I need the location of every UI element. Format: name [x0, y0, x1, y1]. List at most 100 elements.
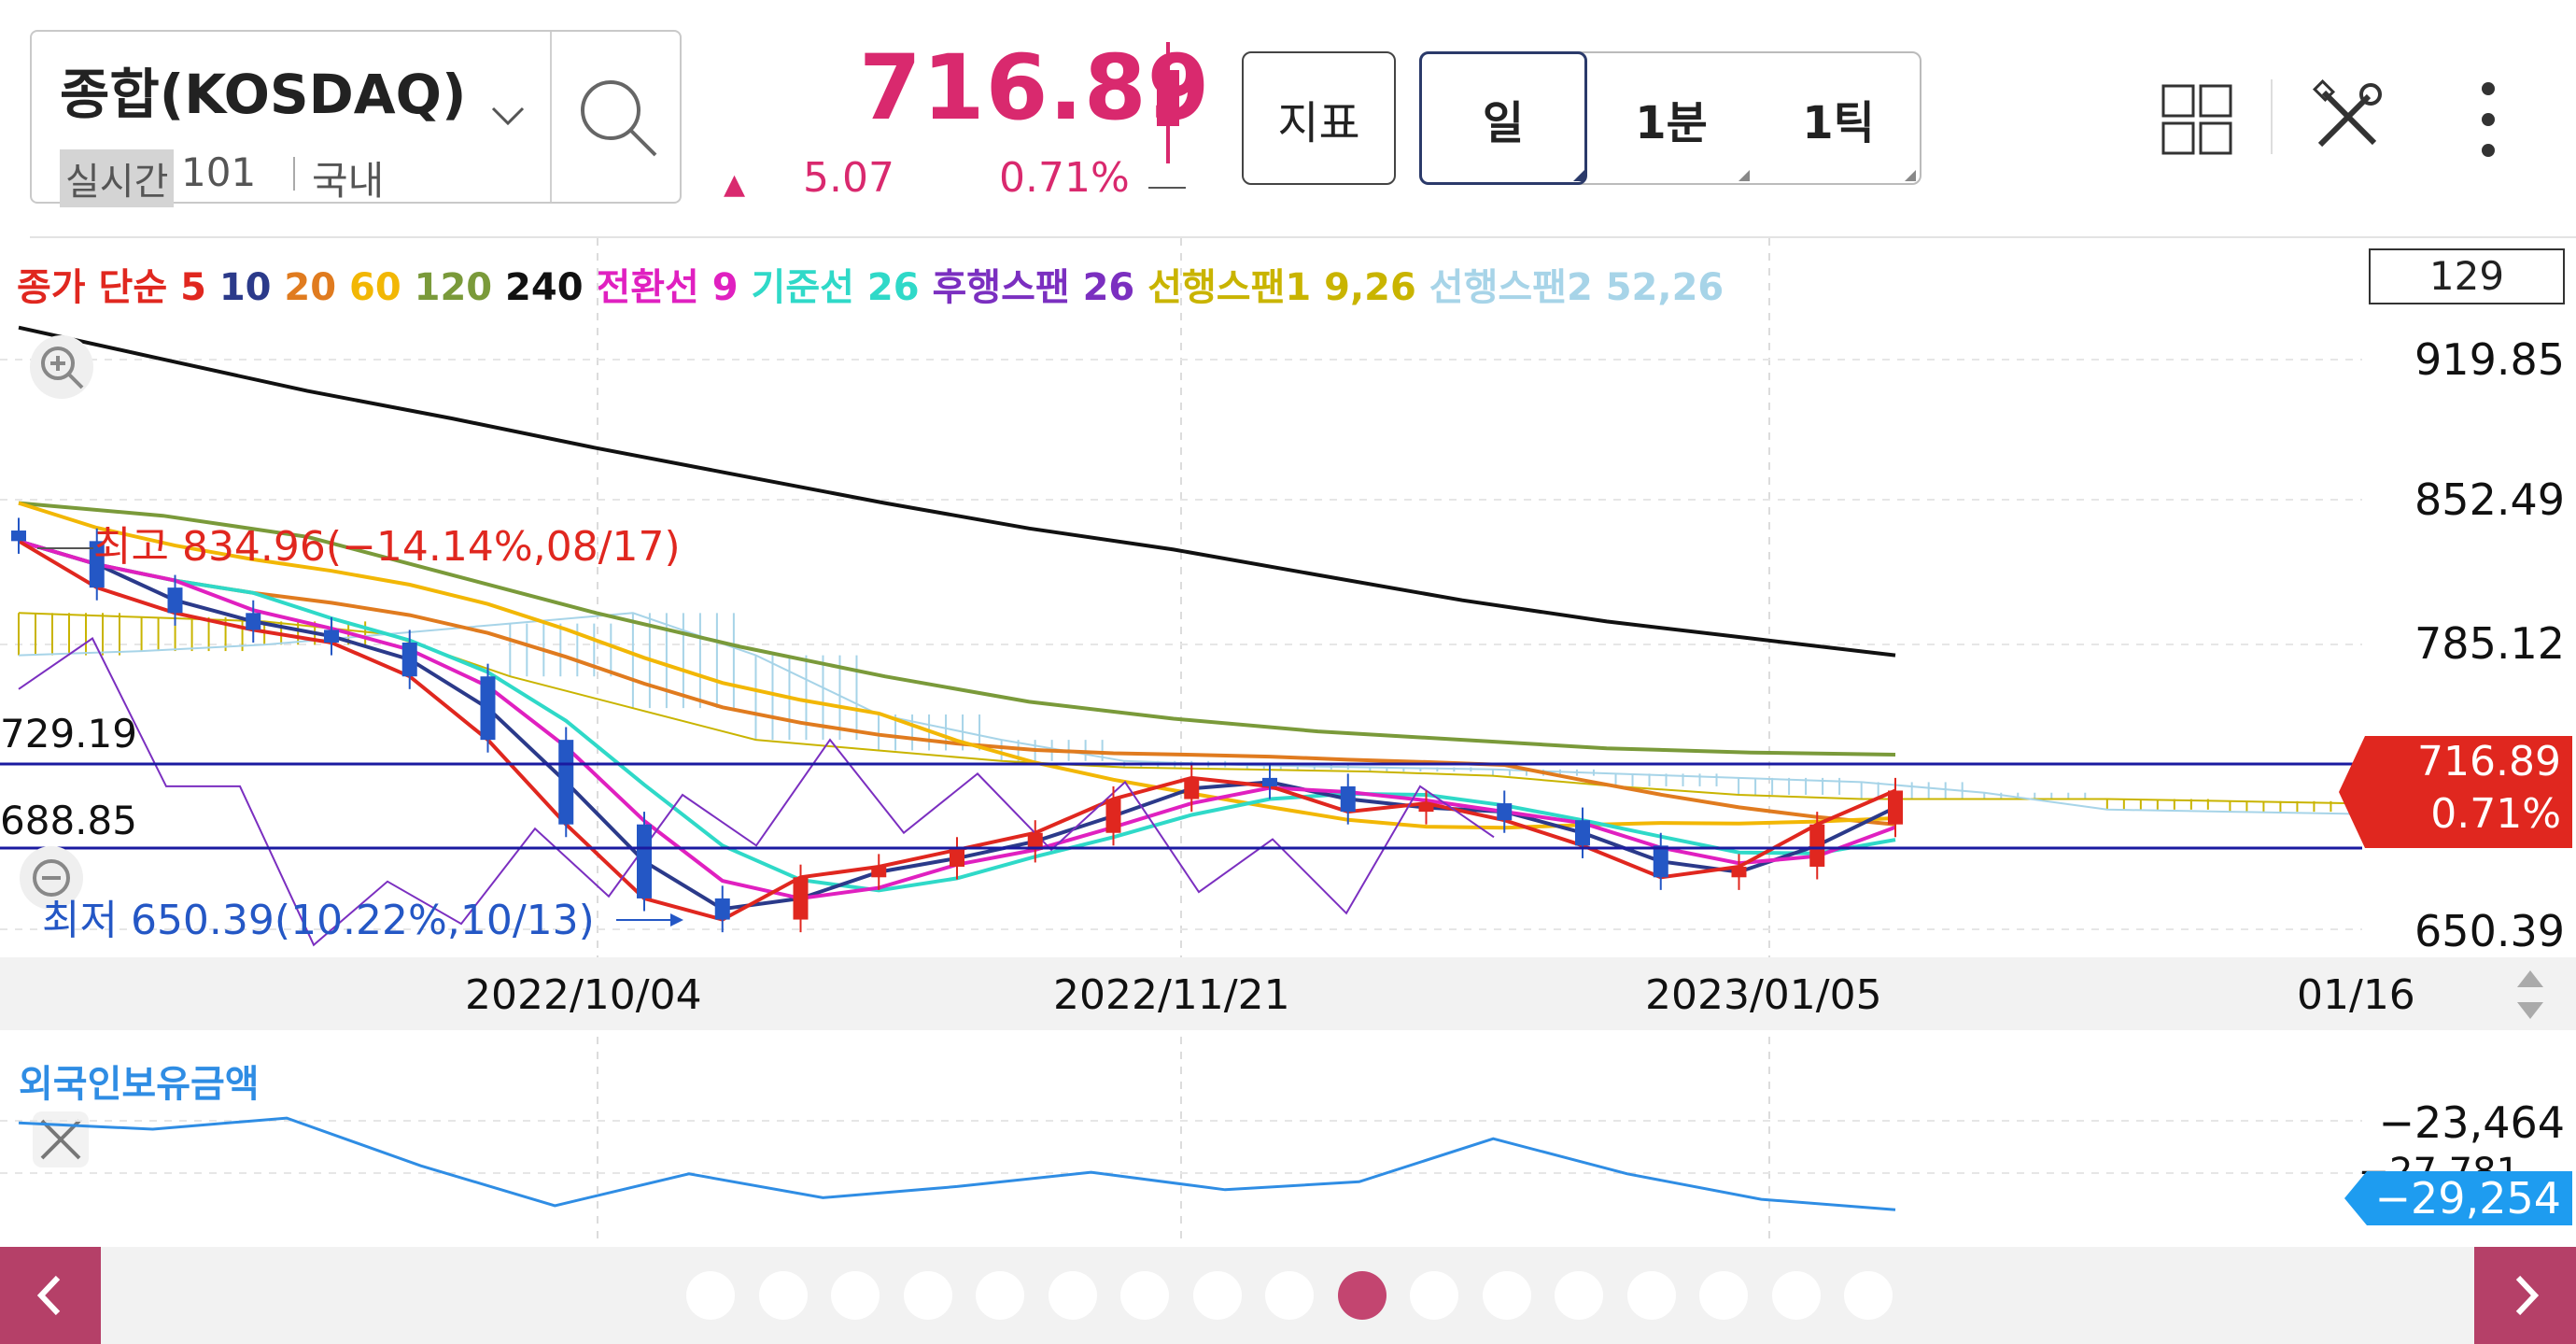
- page-dot[interactable]: [758, 1271, 808, 1320]
- price-chart[interactable]: 최고 834.96(−14.14%,08/17) 최저 650.39(10.22…: [0, 238, 2362, 957]
- candle-body: [637, 824, 652, 898]
- candle-body: [1418, 803, 1434, 813]
- period-day-button[interactable]: 일: [1419, 51, 1587, 185]
- zoom-in-icon[interactable]: [30, 335, 93, 399]
- y-axis-label: 650.39: [2414, 906, 2565, 956]
- symbol-name[interactable]: 종합(KOSDAQ): [60, 63, 467, 126]
- candle-body: [1184, 777, 1200, 799]
- page-dot[interactable]: [1192, 1271, 1242, 1320]
- divider: [550, 32, 552, 202]
- next-page-button[interactable]: [2474, 1247, 2576, 1344]
- chevron-right-icon: [2515, 1275, 2539, 1316]
- page-dot[interactable]: [1265, 1271, 1314, 1320]
- candle-icon: [1157, 42, 1179, 163]
- candle-body: [950, 849, 964, 867]
- sub-value-tag: −29,254: [2344, 1171, 2572, 1225]
- legend-item[interactable]: 선행스팬2 52,26: [1429, 266, 1724, 309]
- legend-item[interactable]: 5: [180, 266, 219, 309]
- candle-body: [1497, 803, 1513, 821]
- candle-body: [1731, 866, 1747, 878]
- period-1tick-button[interactable]: 1틱: [1802, 96, 1875, 149]
- price-tag-percent: 0.71%: [2430, 790, 2561, 838]
- chart-grid: [0, 238, 2362, 957]
- ma240-line: [18, 325, 1896, 658]
- page-dot[interactable]: [1844, 1271, 1893, 1320]
- x-axis-label: 2023/01/05: [1645, 971, 1882, 1019]
- chevron-down-icon[interactable]: [489, 97, 527, 134]
- sub-y-axis-label-partial: −27,781: [2358, 1151, 2520, 1175]
- dropdown-corner-icon: [1738, 170, 1750, 181]
- candle-body: [1888, 790, 1903, 825]
- candle-body: [1105, 799, 1121, 833]
- sub-y-axis-label: −23,464: [2378, 1097, 2566, 1148]
- indicator-legend[interactable]: 종가 단순 5 10 20 60 120 240 전환선 9 기준선 26 후행…: [17, 257, 1724, 311]
- page-dot[interactable]: [1626, 1271, 1676, 1320]
- candle-body: [401, 643, 417, 677]
- search-icon[interactable]: [571, 71, 665, 164]
- dropdown-corner-icon: [1905, 170, 1916, 181]
- axis-scroll-icon[interactable]: [2512, 967, 2549, 1023]
- page-dot[interactable]: [1410, 1271, 1458, 1320]
- legend-item[interactable]: 120: [414, 266, 506, 309]
- lagging-span-line: [18, 637, 1495, 947]
- foreign-holdings-chart[interactable]: [0, 1037, 2362, 1244]
- x-axis-label: 01/16: [2297, 971, 2415, 1019]
- divider: [30, 236, 2576, 238]
- legend-item[interactable]: 전환선 9: [596, 266, 752, 309]
- candle-body: [871, 866, 887, 878]
- page-dot[interactable]: [686, 1271, 735, 1320]
- sub-chart-grid: [0, 1037, 2362, 1244]
- dropdown-corner-icon: [1573, 170, 1584, 181]
- legend-item[interactable]: 60: [349, 266, 415, 309]
- ma120-line: [18, 501, 1896, 757]
- high-annotation: 최고 834.96(−14.14%,08/17): [93, 523, 681, 571]
- more-options-icon[interactable]: [2479, 79, 2498, 160]
- candle-body: [1262, 777, 1277, 786]
- chevron-left-icon: [36, 1275, 61, 1316]
- candle-body: [246, 613, 261, 630]
- page-dot[interactable]: [1482, 1271, 1531, 1320]
- grid-layout-icon[interactable]: [2161, 84, 2232, 155]
- candle-body: [1653, 845, 1668, 878]
- page-dot[interactable]: [1555, 1271, 1603, 1320]
- realtime-badge: 실시간: [60, 149, 175, 207]
- legend-item[interactable]: 240: [505, 266, 597, 309]
- candle-body: [480, 676, 496, 741]
- divider: [1148, 187, 1186, 189]
- legend-item[interactable]: 20: [284, 266, 350, 309]
- x-axis-label: 2022/10/04: [465, 971, 702, 1019]
- candle-body: [1340, 785, 1356, 813]
- page-dot[interactable]: [976, 1271, 1024, 1320]
- candle-body: [324, 630, 339, 644]
- candle-body: [714, 898, 730, 920]
- symbol-selector[interactable]: 종합(KOSDAQ) 실시간 101 국내: [30, 30, 682, 207]
- page-dot[interactable]: [1120, 1271, 1169, 1320]
- legend-item[interactable]: 종가 단순: [17, 266, 181, 309]
- page-dot[interactable]: [1699, 1271, 1748, 1320]
- previous-page-button[interactable]: [0, 1247, 101, 1344]
- candle-body: [1027, 832, 1043, 850]
- page-dot[interactable]: [903, 1271, 952, 1320]
- legend-item[interactable]: 10: [218, 266, 285, 309]
- candle-body: [793, 877, 809, 920]
- upper-level-label: 729.19: [0, 711, 137, 757]
- page-dot[interactable]: [1771, 1271, 1821, 1320]
- legend-item[interactable]: 기준선 26: [751, 266, 933, 309]
- divider: [293, 157, 295, 191]
- sub-panel-title[interactable]: 외국인보유금액: [19, 1063, 260, 1106]
- candle-body: [11, 531, 26, 542]
- visible-candle-count[interactable]: 129: [2369, 248, 2565, 304]
- current-price: 716.89: [859, 35, 1211, 140]
- legend-item[interactable]: 후행스팬 26: [932, 266, 1148, 309]
- page-dot[interactable]: [1048, 1271, 1097, 1320]
- current-price-tag: 716.89 0.71%: [2339, 736, 2572, 848]
- period-1min-button[interactable]: 1분: [1635, 96, 1708, 149]
- x-axis-bar[interactable]: [0, 957, 2576, 1030]
- zoom-out-icon[interactable]: [20, 846, 83, 910]
- leading-span-1: [18, 612, 2354, 805]
- indicator-button[interactable]: 지표: [1242, 51, 1396, 185]
- page-dot[interactable]: [831, 1271, 880, 1320]
- legend-item[interactable]: 선행스팬1 9,26: [1147, 266, 1429, 309]
- tools-icon[interactable]: [2311, 79, 2386, 154]
- page-dot[interactable]: [1337, 1271, 1387, 1320]
